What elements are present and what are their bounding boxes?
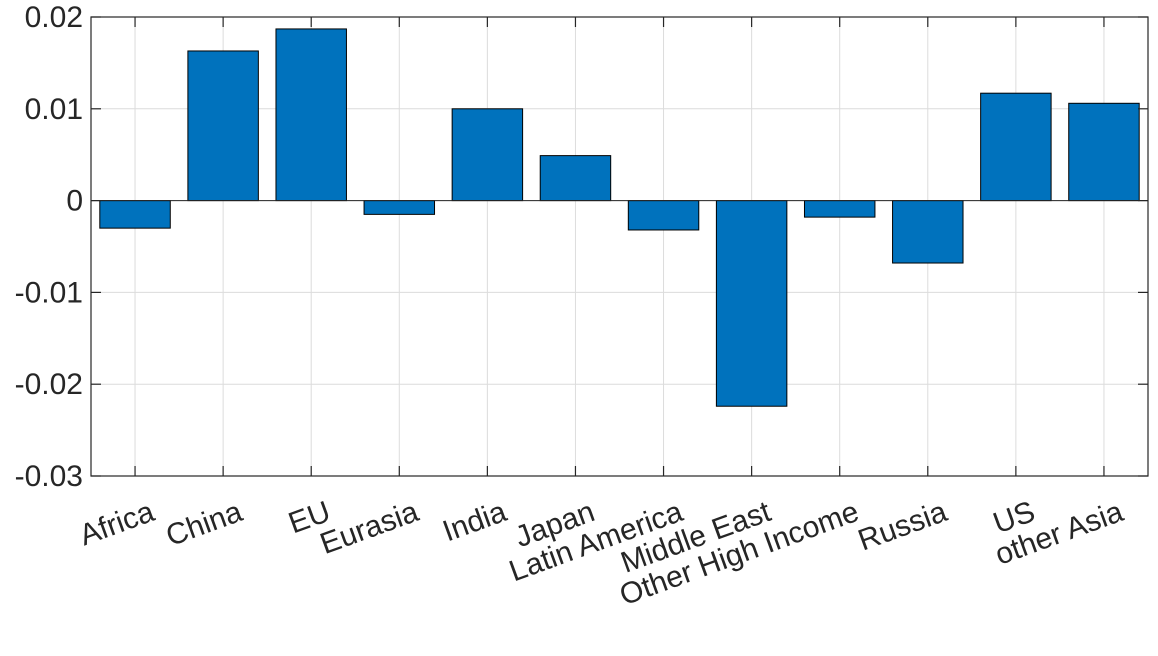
axes-box <box>90 16 1149 477</box>
bar-us <box>980 92 1052 202</box>
bars <box>99 28 1140 407</box>
bar-africa <box>99 200 171 229</box>
y-tick-label: 0.01 <box>25 93 83 126</box>
x-category-label: India <box>438 495 511 548</box>
y-tick-label: -0.03 <box>15 460 83 493</box>
bar-russia <box>892 200 964 264</box>
x-category-label: Russia <box>854 495 952 557</box>
bar-china <box>187 50 259 202</box>
x-category-label: China <box>162 495 247 553</box>
bar-middle-east <box>715 200 788 407</box>
y-tick-label: 0 <box>66 185 83 218</box>
y-tick-label: -0.01 <box>15 276 83 309</box>
y-tick-label: -0.02 <box>15 368 83 401</box>
bar-japan <box>539 155 612 202</box>
bar-other-asia <box>1068 102 1140 202</box>
x-category-label: Eurasia <box>316 495 423 561</box>
bar-india <box>451 108 524 202</box>
bar-eu <box>275 28 347 202</box>
y-tick-labels: -0.03 -0.02 -0.01 0 0.01 0.02 <box>15 1 83 493</box>
y-tick-label: 0.02 <box>25 1 83 34</box>
x-category-label: Africa <box>75 495 159 552</box>
axes <box>90 16 1149 477</box>
bar-other-high-income <box>803 200 876 218</box>
bar-latin-america <box>627 200 700 231</box>
bar-eurasia <box>363 200 436 215</box>
